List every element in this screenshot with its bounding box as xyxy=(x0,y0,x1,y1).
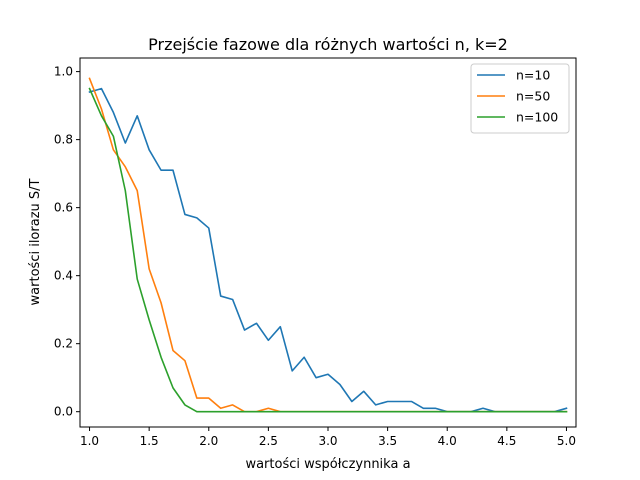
y-tick-label: 1.0 xyxy=(54,65,73,79)
series-line-n=100 xyxy=(88,87,568,413)
chart-title: Przejście fazowe dla różnych wartości n,… xyxy=(148,35,508,54)
y-tick-label: 0.6 xyxy=(54,201,73,215)
legend-label: n=100 xyxy=(516,110,558,125)
y-tick-label: 0.8 xyxy=(54,133,73,147)
legend-label: n=50 xyxy=(516,89,550,104)
legend: n=10 n=50 n=100 xyxy=(470,63,570,134)
y-tick-label: 0.0 xyxy=(54,405,73,419)
x-tick-label: 1.5 xyxy=(140,434,159,448)
y-tick-label: 0.4 xyxy=(54,269,73,283)
x-tick-label: 4.5 xyxy=(497,434,516,448)
y-axis-ticks: 0.0 0.2 0.4 0.6 0.8 1.0 xyxy=(54,65,80,419)
x-tick-label: 1.0 xyxy=(80,434,99,448)
legend-label: n=10 xyxy=(516,68,550,83)
x-axis-ticks: 1.0 1.5 2.0 2.5 3.0 3.5 4.0 4.5 5.0 xyxy=(80,427,576,448)
series-line-n=10 xyxy=(88,87,568,413)
x-tick-label: 3.5 xyxy=(378,434,397,448)
y-tick-label: 0.2 xyxy=(54,337,73,351)
x-tick-label: 5.0 xyxy=(557,434,576,448)
x-tick-label: 4.0 xyxy=(438,434,457,448)
x-tick-label: 2.5 xyxy=(259,434,278,448)
x-tick-label: 2.0 xyxy=(199,434,218,448)
y-axis-label: wartości ilorazu S/T xyxy=(28,178,43,305)
x-tick-label: 3.0 xyxy=(318,434,337,448)
x-axis-label: wartości współczynnika a xyxy=(245,457,410,472)
plot-lines xyxy=(88,77,568,413)
legend-box xyxy=(470,63,570,134)
